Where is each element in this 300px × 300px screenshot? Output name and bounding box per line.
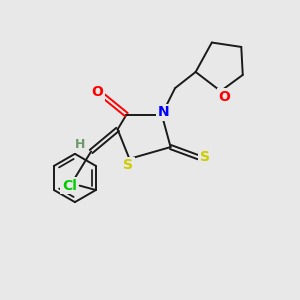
Text: O: O [218, 90, 230, 104]
Text: N: N [158, 105, 169, 119]
Text: S: S [200, 150, 210, 164]
Text: Cl: Cl [62, 178, 77, 193]
Text: S: S [123, 158, 133, 172]
Text: O: O [92, 85, 103, 99]
Text: H: H [75, 139, 85, 152]
